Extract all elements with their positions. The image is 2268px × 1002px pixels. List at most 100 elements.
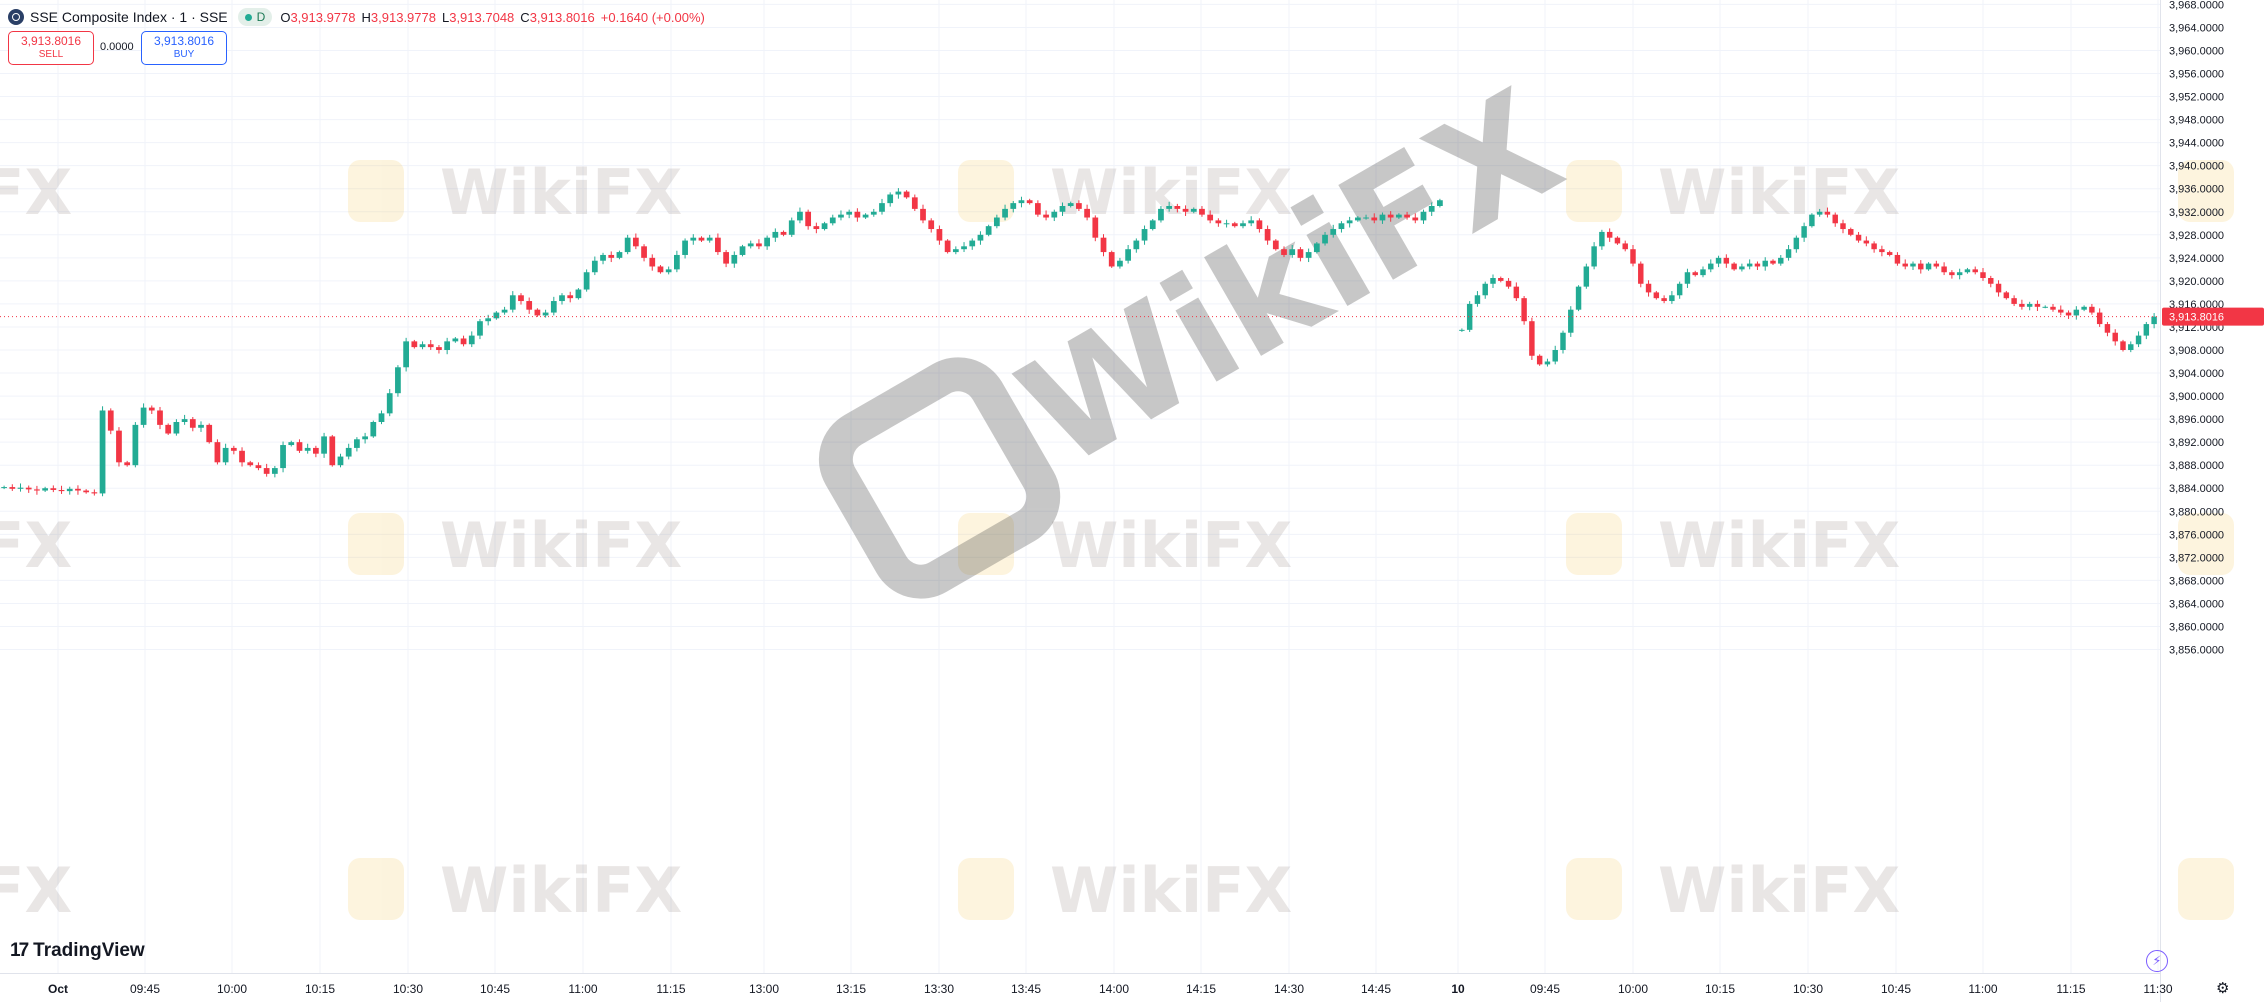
candle[interactable] [436, 344, 442, 354]
settings-gear-icon[interactable]: ⚙ [2216, 980, 2230, 997]
candle[interactable] [1404, 211, 1410, 220]
candle[interactable] [1606, 228, 1613, 242]
candle[interactable] [1521, 296, 1527, 325]
candle[interactable] [2081, 305, 2087, 312]
candle[interactable] [1956, 268, 1963, 280]
lightning-icon[interactable]: ⚡ [2146, 950, 2168, 972]
candle[interactable] [1731, 262, 1737, 271]
candle[interactable] [2096, 308, 2103, 327]
candle[interactable] [1809, 213, 1815, 228]
candle[interactable] [173, 419, 180, 436]
candle[interactable] [1894, 252, 1901, 266]
candle[interactable] [395, 365, 401, 397]
candle[interactable] [99, 406, 106, 497]
candle[interactable] [1824, 207, 1831, 218]
candle[interactable] [1149, 218, 1156, 231]
candle[interactable] [1513, 282, 1520, 301]
candle[interactable] [526, 297, 533, 314]
candle[interactable] [829, 214, 836, 226]
candle[interactable] [2026, 301, 2033, 311]
candle[interactable] [1692, 270, 1698, 277]
candle[interactable] [345, 443, 352, 460]
candle[interactable] [1490, 274, 1496, 288]
candle[interactable] [1746, 259, 1753, 270]
candle[interactable] [1871, 241, 1877, 253]
candle[interactable] [649, 254, 656, 271]
candle[interactable] [1215, 218, 1222, 227]
candle[interactable] [42, 486, 48, 492]
candle[interactable] [1552, 345, 1558, 365]
buy-button[interactable]: 3,913.8016 BUY [141, 31, 227, 65]
candle[interactable] [1067, 201, 1074, 208]
candle[interactable] [1207, 210, 1214, 224]
candle[interactable] [542, 309, 549, 318]
candle[interactable] [247, 460, 254, 467]
candle[interactable] [1645, 280, 1652, 297]
candle[interactable] [321, 432, 327, 458]
candle[interactable] [1272, 239, 1279, 251]
candle[interactable] [1223, 219, 1230, 228]
last-price-tag[interactable] [2162, 307, 2264, 326]
candle[interactable] [304, 443, 311, 454]
candle[interactable] [2143, 321, 2150, 340]
candle[interactable] [1855, 231, 1862, 243]
candle[interactable] [1614, 236, 1621, 245]
candle[interactable] [616, 250, 623, 260]
candle[interactable] [1117, 257, 1123, 269]
candle[interactable] [1560, 330, 1566, 354]
candle[interactable] [386, 388, 393, 417]
candle[interactable] [222, 443, 229, 466]
candle[interactable] [1338, 221, 1345, 233]
candle[interactable] [509, 291, 516, 313]
candle[interactable] [1125, 244, 1131, 264]
candle[interactable] [1980, 268, 1986, 281]
candle[interactable] [1770, 259, 1776, 266]
candle[interactable] [1638, 261, 1644, 288]
candle[interactable] [756, 239, 762, 250]
candle[interactable] [1995, 280, 2002, 297]
candle[interactable] [764, 235, 770, 250]
candle[interactable] [952, 246, 959, 255]
candle[interactable] [887, 192, 894, 207]
candle[interactable] [1420, 209, 1427, 224]
candle[interactable] [189, 416, 196, 432]
candle[interactable] [1010, 200, 1017, 213]
candle[interactable] [1902, 259, 1908, 270]
candle[interactable] [1059, 202, 1066, 216]
candle[interactable] [1910, 261, 1916, 270]
candle[interactable] [1396, 213, 1402, 219]
candle[interactable] [1708, 259, 1714, 273]
candle[interactable] [903, 190, 910, 199]
candle[interactable] [739, 244, 746, 257]
candle[interactable] [788, 217, 795, 237]
candle[interactable] [1964, 267, 1971, 274]
candle[interactable] [255, 462, 262, 471]
candle[interactable] [1297, 247, 1304, 262]
candle[interactable] [813, 222, 820, 234]
candle[interactable] [1536, 354, 1543, 366]
candle[interactable] [862, 213, 869, 219]
candle[interactable] [821, 221, 828, 231]
candle[interactable] [575, 288, 582, 300]
candle[interactable] [17, 483, 24, 492]
candle[interactable] [624, 234, 631, 255]
candle[interactable] [263, 463, 270, 477]
candle[interactable] [1474, 291, 1481, 307]
candle[interactable] [329, 434, 336, 467]
candle[interactable] [838, 210, 844, 221]
candle[interactable] [460, 335, 467, 347]
candle[interactable] [1754, 261, 1761, 270]
candle[interactable] [1715, 255, 1722, 268]
candle[interactable] [706, 234, 713, 243]
candle[interactable] [157, 406, 163, 430]
candle[interactable] [1166, 201, 1173, 212]
candle[interactable] [1346, 216, 1353, 228]
candle[interactable] [1840, 219, 1846, 234]
candle[interactable] [1379, 212, 1386, 224]
candle[interactable] [961, 242, 967, 253]
candle[interactable] [296, 439, 303, 453]
candle[interactable] [1941, 262, 1947, 276]
candle[interactable] [1322, 231, 1328, 246]
candle[interactable] [1762, 257, 1768, 271]
